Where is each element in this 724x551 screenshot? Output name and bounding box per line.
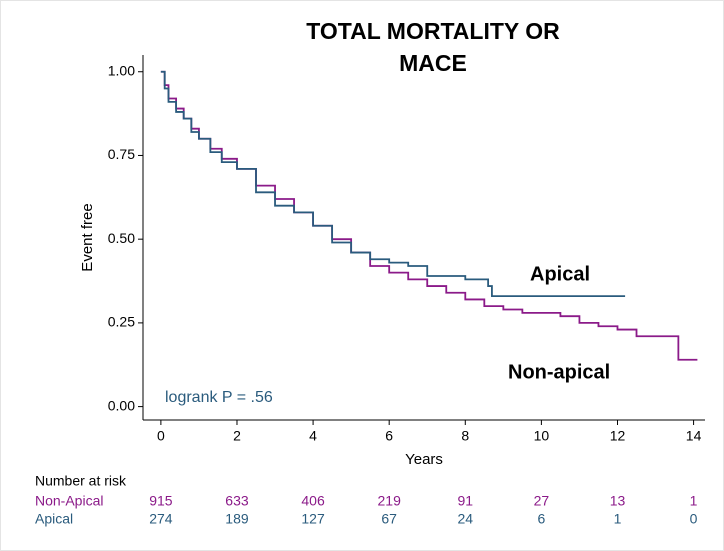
title-background [235, 12, 630, 82]
chart-title: TOTAL MORTALITY OR [306, 18, 560, 44]
series-label: Non-apical [508, 361, 610, 383]
risk-value: 91 [457, 493, 473, 509]
risk-table-title: Number at risk [35, 473, 127, 489]
survival-curve [160, 70, 626, 298]
risk-value: 6 [537, 511, 545, 527]
x-axis-label: Years [405, 451, 443, 468]
risk-value: 127 [301, 511, 325, 527]
risk-value: 1 [614, 511, 622, 527]
y-tick-label: 0.00 [108, 397, 135, 413]
y-tick-label: 0.50 [108, 230, 135, 246]
x-tick-label: 10 [534, 428, 550, 444]
y-tick-label: 0.75 [108, 146, 135, 162]
risk-value: 13 [610, 493, 626, 509]
x-tick-label: 2 [233, 428, 241, 444]
risk-value: 274 [149, 511, 173, 527]
risk-row-label: Apical [35, 511, 73, 527]
risk-value: 189 [225, 511, 249, 527]
y-tick-label: 0.25 [108, 314, 135, 330]
risk-value: 219 [378, 493, 402, 509]
x-tick-label: 0 [157, 428, 165, 444]
annotation: logrank P = .56 [165, 389, 273, 406]
series-label: Apical [530, 263, 590, 285]
x-tick-label: 4 [309, 428, 317, 444]
risk-value: 633 [225, 493, 249, 509]
chart-title: MACE [399, 50, 467, 76]
risk-value: 406 [301, 493, 325, 509]
x-tick-label: 12 [610, 428, 626, 444]
risk-value: 67 [381, 511, 397, 527]
risk-value: 915 [149, 493, 173, 509]
x-tick-label: 6 [385, 428, 393, 444]
risk-value: 24 [457, 511, 473, 527]
risk-value: 1 [690, 493, 698, 509]
y-tick-label: 1.00 [108, 62, 135, 78]
x-tick-label: 14 [686, 428, 702, 444]
risk-value: 0 [690, 511, 698, 527]
risk-row-label: Non-Apical [35, 493, 103, 509]
risk-value: 27 [534, 493, 550, 509]
x-tick-label: 8 [461, 428, 469, 444]
y-axis-label: Event free [79, 203, 96, 271]
